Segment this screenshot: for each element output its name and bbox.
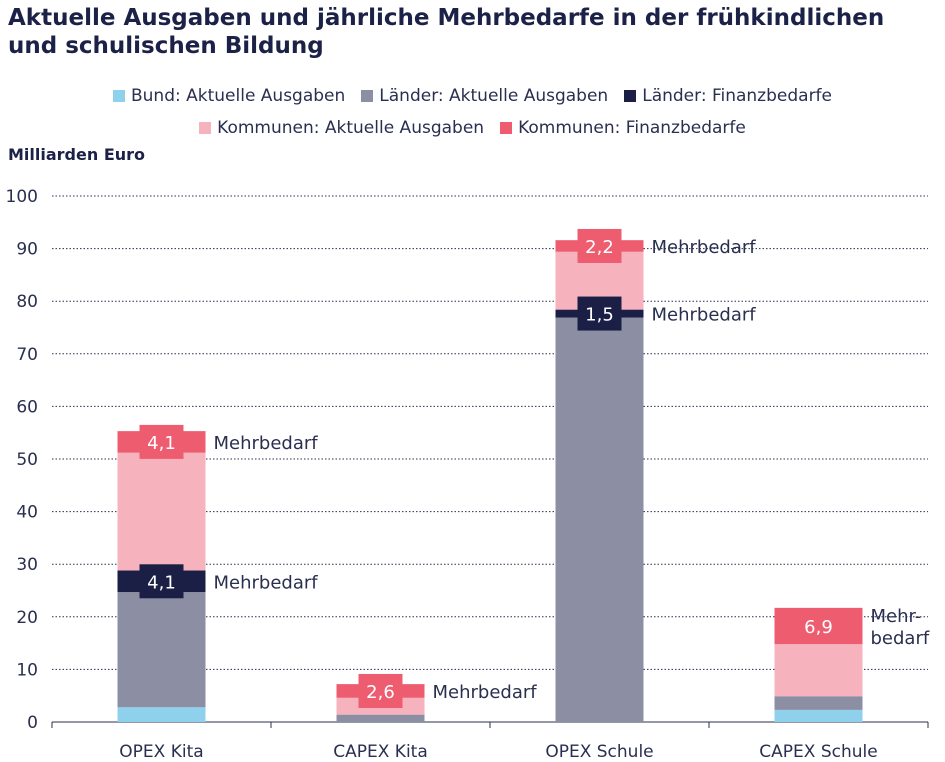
value-badge bbox=[139, 564, 184, 599]
y-tick-label: 100 bbox=[6, 187, 38, 207]
legend-label: Länder: Aktuelle Ausgaben bbox=[379, 86, 609, 106]
y-tick-label: 70 bbox=[16, 345, 38, 365]
x-tick-label: OPEX Schule bbox=[545, 742, 653, 762]
data-label: 6,9 bbox=[804, 617, 833, 638]
y-tick-label: 10 bbox=[16, 660, 38, 680]
bar-segment-kommunen-bedarf bbox=[774, 607, 863, 645]
y-tick-label: 40 bbox=[16, 503, 38, 523]
annotation-label: Mehrbedarf bbox=[652, 305, 757, 326]
legend-label: Bund: Aktuelle Ausgaben bbox=[130, 86, 346, 106]
y-tick-label: 50 bbox=[16, 450, 38, 470]
annotation-label: Mehrbedarf bbox=[214, 433, 319, 454]
bar-segment-laender-aktuell bbox=[117, 592, 206, 708]
annotation-label: bedarf bbox=[871, 628, 930, 649]
annotation-label: Mehrbedarf bbox=[214, 572, 319, 593]
legend-label: Kommunen: Finanzbedarfe bbox=[518, 118, 746, 138]
legend-label: Kommunen: Aktuelle Ausgaben bbox=[217, 118, 485, 138]
legend-row: Bund: Aktuelle Ausgaben Länder: Aktuelle … bbox=[0, 80, 945, 112]
y-tick-label: 60 bbox=[16, 397, 38, 417]
data-label: 2,6 bbox=[366, 682, 395, 703]
legend-row: Kommunen: Aktuelle Ausgaben Kommunen: Fin… bbox=[0, 112, 945, 144]
data-label: 1,5 bbox=[585, 305, 614, 326]
legend-swatch bbox=[500, 122, 513, 134]
bar-segment-bund-aktuell bbox=[117, 707, 206, 722]
legend-swatch bbox=[199, 122, 212, 134]
legend-item-kommunen-bedarf: Kommunen: Finanzbedarfe bbox=[500, 112, 746, 144]
y-tick-label: 30 bbox=[16, 555, 38, 575]
value-badge bbox=[577, 296, 622, 331]
bar-segment-bund-aktuell bbox=[774, 709, 863, 722]
y-tick-label: 20 bbox=[16, 608, 38, 628]
data-label: 4,1 bbox=[147, 433, 176, 454]
annotation-label: Mehr- bbox=[871, 606, 922, 627]
annotation-label: Mehrbedarf bbox=[433, 682, 538, 703]
data-label: 4,1 bbox=[147, 572, 176, 593]
legend: Bund: Aktuelle Ausgaben Länder: Aktuelle … bbox=[0, 80, 945, 144]
bar-segment-kommunen-aktuell bbox=[774, 644, 863, 697]
bar-segment-laender-aktuell bbox=[336, 714, 425, 722]
bar-segment-laender-aktuell bbox=[774, 696, 863, 710]
x-tick-label: CAPEX Schule bbox=[759, 742, 877, 762]
legend-swatch bbox=[112, 90, 125, 102]
annotation-label: Mehrbedarf bbox=[652, 237, 757, 258]
y-axis-unit-label: Milliarden Euro bbox=[8, 145, 146, 164]
legend-swatch bbox=[361, 90, 374, 102]
x-tick-label: OPEX Kita bbox=[119, 742, 203, 762]
bar-segment-kommunen-aktuell bbox=[117, 452, 206, 571]
y-tick-label: 80 bbox=[16, 292, 38, 312]
data-label: 2,2 bbox=[585, 237, 614, 258]
bar-segment-laender-aktuell bbox=[555, 317, 644, 722]
legend-item-kommunen-aktuell: Kommunen: Aktuelle Ausgaben bbox=[199, 112, 484, 144]
legend-item-laender-aktuell: Länder: Aktuelle Ausgaben bbox=[361, 80, 608, 112]
legend-label: Länder: Finanzbedarfe bbox=[642, 86, 832, 106]
value-badge bbox=[358, 673, 403, 708]
chart-title: Aktuelle Ausgaben und jährliche Mehrbeda… bbox=[8, 5, 885, 59]
legend-swatch bbox=[624, 90, 637, 102]
x-tick-label: CAPEX Kita bbox=[333, 742, 428, 762]
y-tick-label: 90 bbox=[16, 240, 38, 260]
value-badge bbox=[139, 424, 184, 459]
value-badge bbox=[577, 228, 622, 263]
legend-item-bund-aktuell: Bund: Aktuelle Ausgaben bbox=[112, 80, 346, 112]
y-tick-label: 0 bbox=[27, 713, 38, 733]
legend-item-laender-bedarf: Länder: Finanzbedarfe bbox=[624, 80, 832, 112]
